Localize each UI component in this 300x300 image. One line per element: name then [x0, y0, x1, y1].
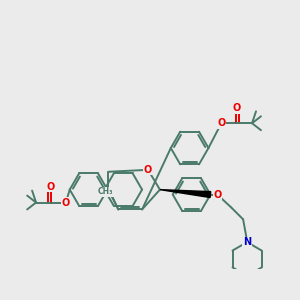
- Text: O: O: [213, 190, 221, 200]
- Polygon shape: [160, 190, 211, 197]
- Text: O: O: [217, 118, 226, 128]
- Text: CH₃: CH₃: [98, 187, 113, 196]
- Text: N: N: [243, 237, 251, 247]
- Text: O: O: [62, 197, 70, 208]
- Text: O: O: [47, 182, 55, 192]
- Text: O: O: [144, 165, 152, 175]
- Text: O: O: [232, 103, 240, 113]
